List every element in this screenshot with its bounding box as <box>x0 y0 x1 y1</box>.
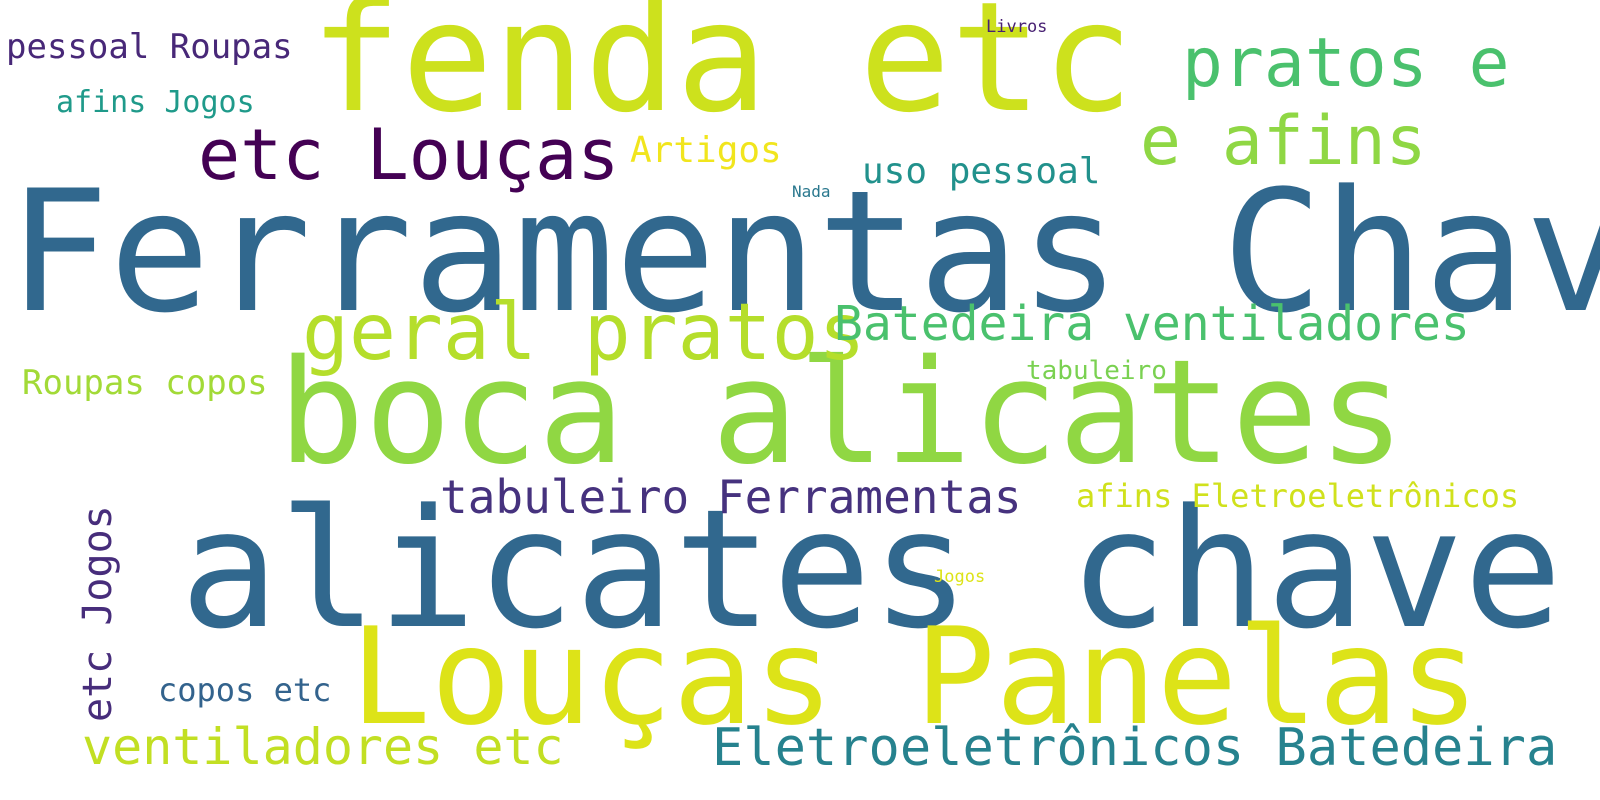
word-boca-alicates: boca alicates <box>278 328 1406 496</box>
word-etc-loucas: etc Louças <box>198 114 620 196</box>
word-tabuleiro: tabuleiro <box>1026 356 1167 386</box>
word-roupas-copos: Roupas copos <box>22 363 268 403</box>
word-loucas-panelas: Louças Panelas <box>350 599 1480 755</box>
word-etc-jogos: etc Jogos <box>75 505 121 722</box>
word-batedeira-ventiladores: Batedeira ventiladores <box>834 296 1470 352</box>
word-ventiladores-etc: ventiladores etc <box>82 718 564 776</box>
word-eletroeletronicos-batedeira: Eletroeletrônicos Batedeira <box>712 718 1558 778</box>
word-livros: Livros <box>986 17 1048 37</box>
word-afins-jogos: afins Jogos <box>56 85 255 120</box>
word-copos-etc: copos etc <box>158 671 332 709</box>
word-geral-pratos: geral pratos <box>302 288 866 378</box>
word-fenda-etc: fenda etc <box>310 0 1134 146</box>
word-pessoal-roupas: pessoal Roupas <box>6 27 293 67</box>
word-afins-eletroeletronicos: afins Eletroeletrônicos <box>1076 477 1520 515</box>
word-alicates-chave: alicates chave <box>180 474 1563 665</box>
word-e-afins: e afins <box>1140 102 1427 181</box>
word-artigos: Artigos <box>630 130 782 171</box>
word-nada: Nada <box>792 182 831 201</box>
word-uso-pessoal: uso pessoal <box>862 151 1101 192</box>
word-pratos-e: pratos e <box>1182 24 1510 103</box>
word-jogos: Jogos <box>934 567 986 587</box>
word-tabuleiro-ferramentas: tabuleiro Ferramentas <box>440 470 1022 524</box>
word-ferramentas-chave: Ferramentas Chave <box>8 154 1600 350</box>
